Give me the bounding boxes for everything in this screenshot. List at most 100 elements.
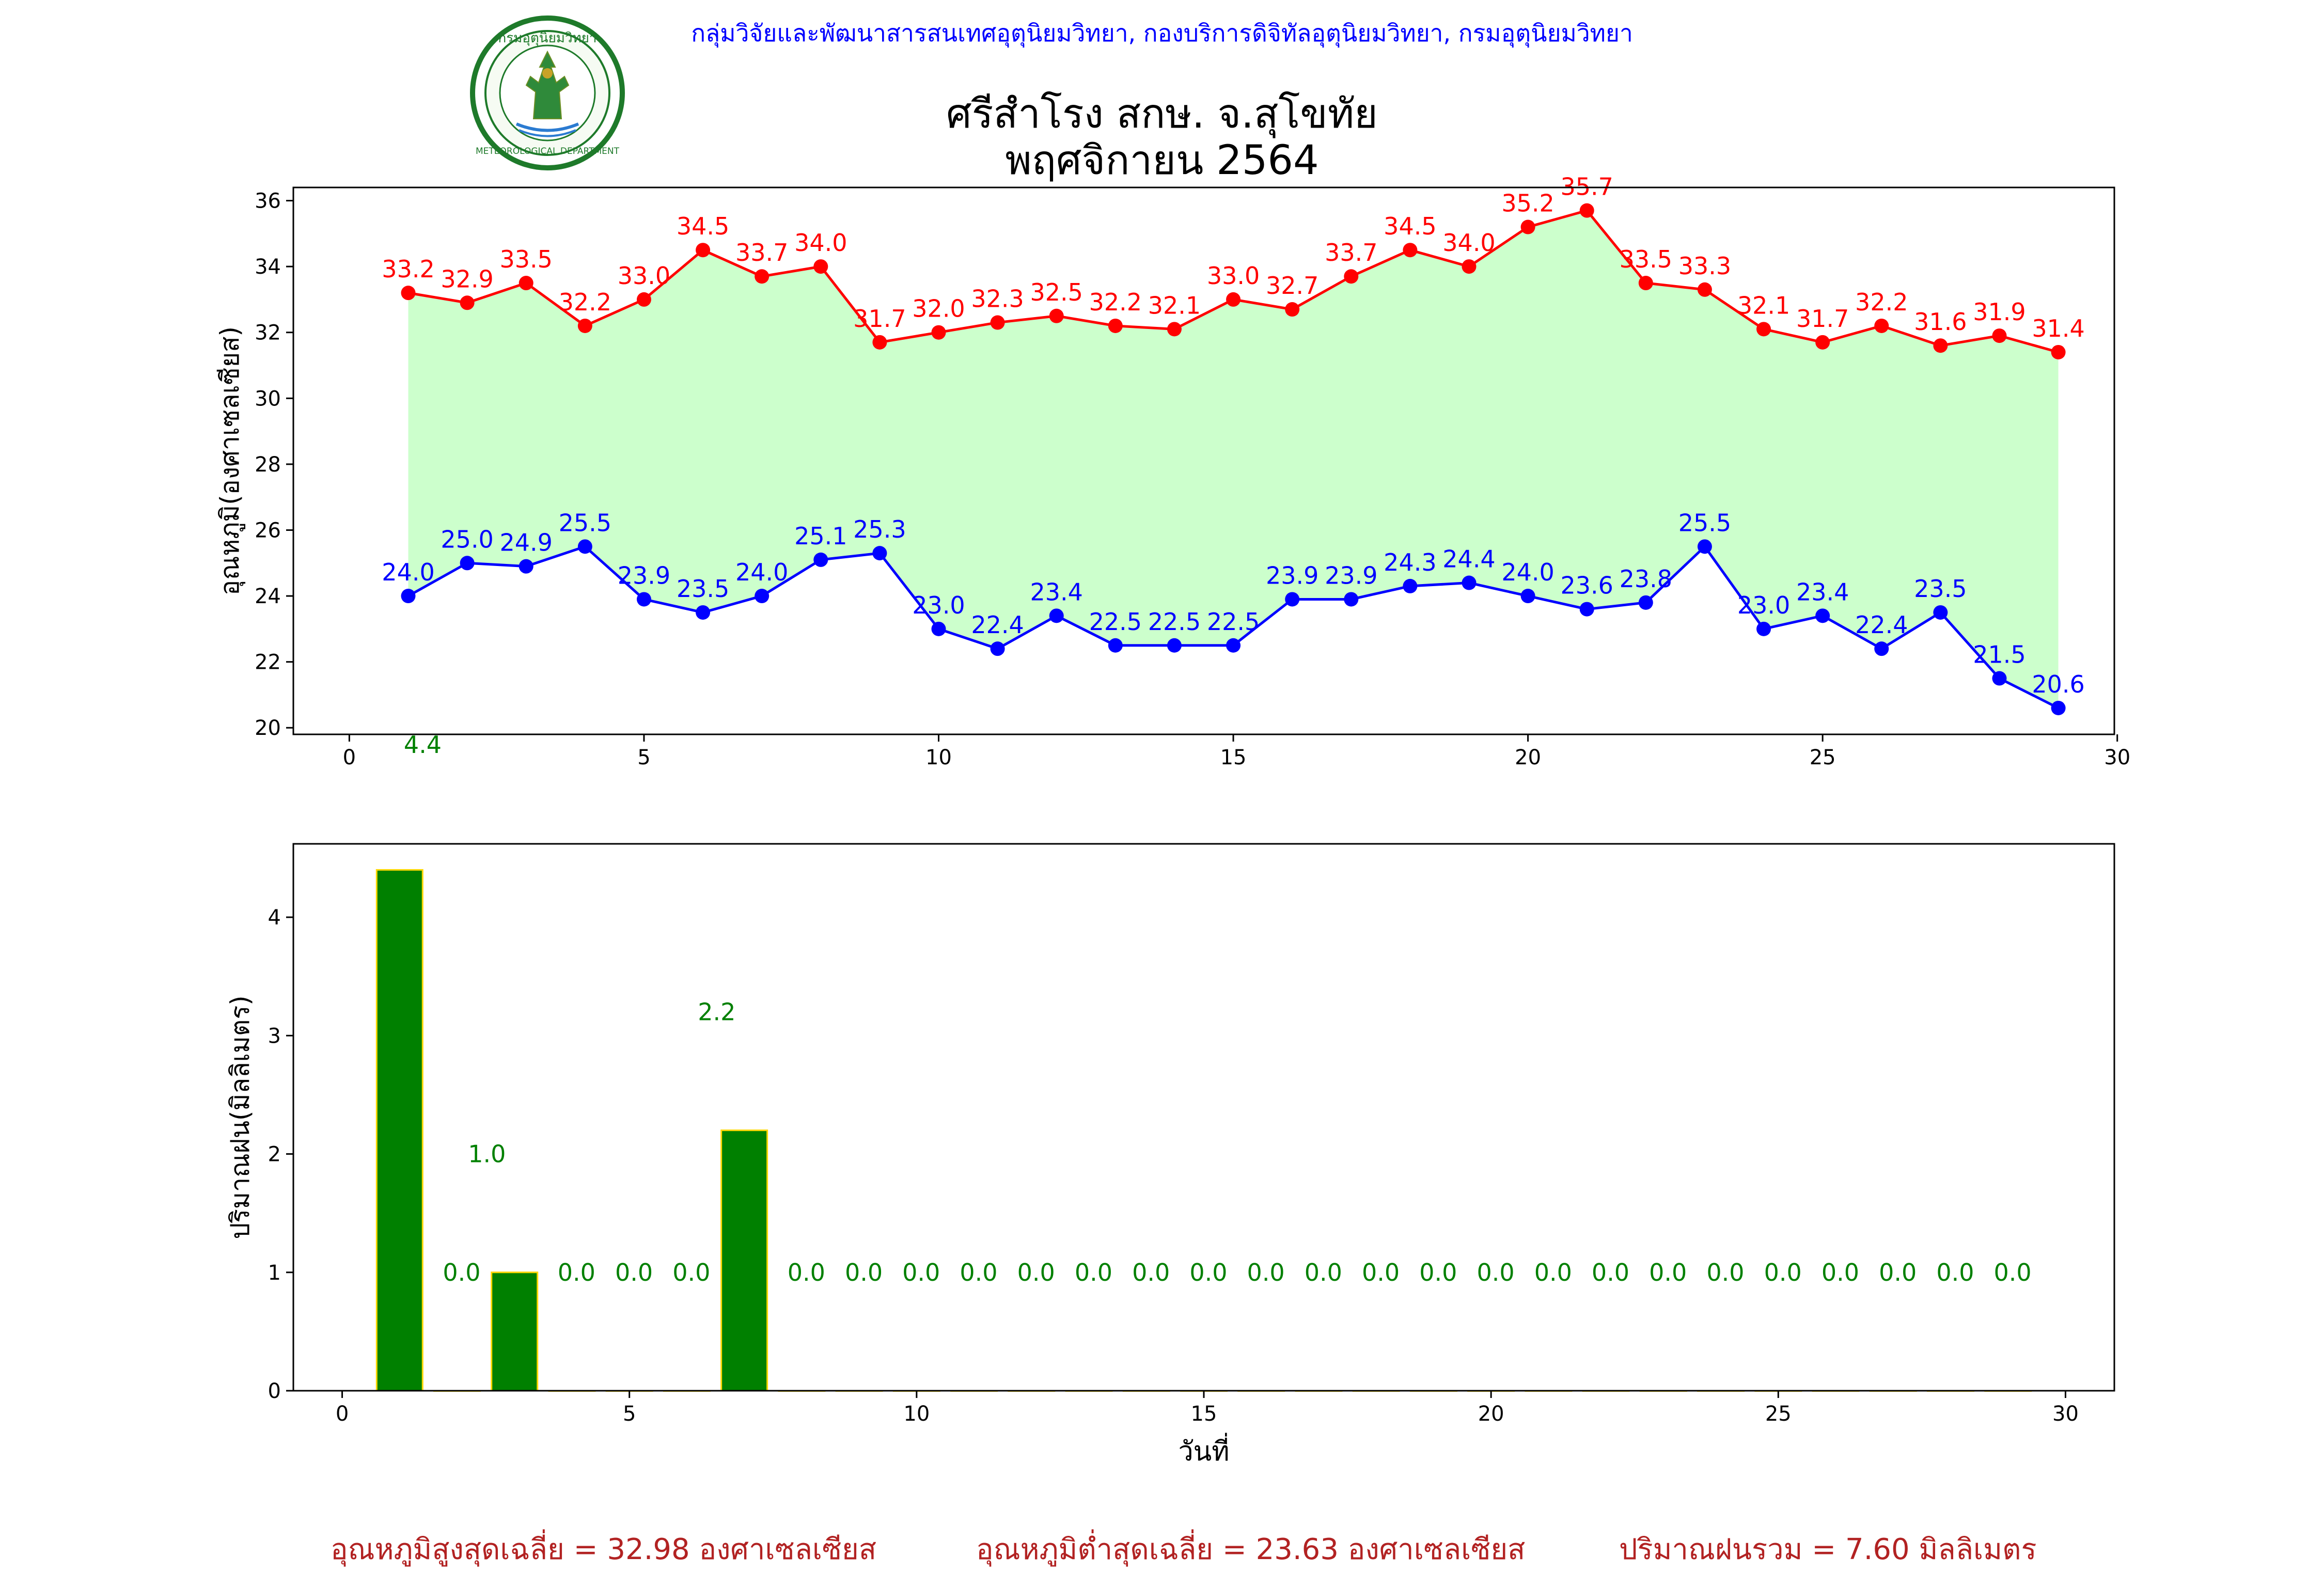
temp-y-tick-label: 36 (255, 190, 281, 213)
max-temp-label: 33.5 (1620, 245, 1672, 273)
temp-y-tick-label: 34 (255, 255, 281, 279)
temp-y-tick-label: 24 (255, 585, 281, 608)
min-temp-point (696, 605, 711, 620)
temp-y-tick-label: 26 (255, 518, 281, 542)
rain-label: 0.0 (558, 1259, 595, 1286)
max-temp-point (1462, 259, 1477, 274)
rain-label: 0.0 (960, 1259, 997, 1286)
max-temp-point (1815, 335, 1830, 350)
max-temp-point (1697, 282, 1712, 297)
min-temp-label: 24.9 (500, 529, 553, 557)
rain-bar (491, 1271, 539, 1392)
rain-label: 0.0 (1017, 1259, 1055, 1286)
max-temp-point (1579, 203, 1594, 218)
max-temp-label: 32.2 (559, 288, 611, 316)
min-temp-point (636, 592, 651, 607)
min-temp-point (1520, 589, 1535, 604)
max-temp-label: 34.5 (1384, 212, 1436, 240)
max-temp-label: 33.2 (382, 255, 434, 283)
rain-label: 0.0 (1132, 1259, 1170, 1286)
min-temp-point (1344, 592, 1359, 607)
min-temp-point (813, 552, 828, 567)
temperature-y-axis-label: อุณหภูมิ(องศาเซลเซียส) (215, 326, 245, 595)
min-temp-label: 23.5 (677, 575, 729, 603)
min-temp-point (519, 559, 533, 574)
max-temp-label: 32.1 (1737, 291, 1790, 319)
min-temp-point (1756, 621, 1771, 636)
rain-label: 1.0 (468, 1140, 506, 1168)
min-temp-label: 23.4 (1796, 578, 1849, 606)
rain-label: 0.0 (615, 1259, 653, 1286)
max-temp-label: 32.2 (1089, 288, 1142, 316)
min-temp-label: 21.5 (1973, 641, 2025, 669)
min-temp-point (1579, 602, 1594, 617)
min-temp-point (1108, 638, 1123, 653)
max-temp-label: 32.5 (1030, 278, 1083, 306)
max-temp-label: 32.7 (1266, 272, 1318, 300)
max-temp-point (1226, 292, 1241, 307)
max-temp-point (460, 295, 475, 310)
chart-title-station: ศรีสำโรง สกษ. จ.สุโขทัย (946, 91, 1378, 137)
rain-label: 0.0 (1936, 1259, 1974, 1286)
min-temp-label: 23.9 (1266, 561, 1318, 589)
min-temp-point (577, 539, 592, 554)
max-temp-point (1933, 338, 1948, 353)
min-temp-point (931, 621, 946, 636)
max-temp-label: 35.2 (1501, 190, 1554, 217)
max-temp-label: 31.4 (2032, 315, 2084, 342)
max-temp-label: 32.2 (1855, 288, 1908, 316)
rain-label: 0.0 (1362, 1259, 1400, 1286)
min-temp-point (1285, 592, 1300, 607)
min-temp-point (1226, 638, 1241, 653)
min-temp-point (2051, 700, 2066, 715)
rain-label: 0.0 (1477, 1259, 1514, 1286)
max-temp-label: 34.0 (1442, 229, 1495, 257)
rain-label: 0.0 (1189, 1259, 1227, 1286)
max-temp-point (872, 335, 887, 350)
rain-label: 0.0 (1649, 1259, 1687, 1286)
max-temp-label: 33.7 (735, 239, 788, 266)
max-temp-point (1992, 328, 2007, 343)
rain-label: 0.0 (1592, 1259, 1629, 1286)
rain-label: 0.0 (672, 1259, 710, 1286)
temp-y-tick-label: 30 (255, 387, 281, 411)
min-temp-point (1992, 671, 2007, 686)
min-temp-label: 23.9 (1325, 561, 1377, 589)
temp-x-tick-label: 5 (637, 746, 650, 769)
rain-label: 0.0 (1764, 1259, 1802, 1286)
min-temp-label: 25.1 (794, 522, 847, 550)
min-temp-point (460, 556, 475, 571)
max-temp-point (2051, 344, 2066, 359)
min-temp-label: 23.4 (1030, 578, 1083, 606)
min-temp-label: 23.6 (1561, 572, 1613, 600)
min-temp-label: 25.0 (441, 525, 493, 553)
rain-label: 0.0 (1075, 1259, 1112, 1286)
max-temp-point (696, 243, 711, 258)
max-temp-point (990, 315, 1005, 330)
min-temp-label: 22.5 (1148, 608, 1201, 636)
min-temp-label: 24.4 (1442, 545, 1495, 573)
max-temp-label: 31.7 (1796, 305, 1849, 333)
max-temp-point (577, 318, 592, 333)
min-temp-point (1815, 608, 1830, 623)
max-temp-point (1167, 322, 1182, 337)
meteorological-department-logo: กรมอุตุนิยมวิทยา METEOROLOGICAL DEPARTME… (470, 15, 625, 170)
min-temp-point (872, 546, 887, 561)
min-temp-label: 23.9 (618, 561, 670, 589)
min-temp-point (1697, 539, 1712, 554)
rain-x-tick-label: 10 (903, 1402, 930, 1426)
min-temp-label: 23.0 (1737, 591, 1790, 619)
max-temp-label: 34.5 (677, 212, 729, 240)
rain-x-tick-label: 20 (1478, 1402, 1504, 1426)
credit-line: กลุ่มวิจัยและพัฒนาสารสนเทศอุตุนิยมวิทยา,… (691, 19, 1633, 47)
temp-x-tick-label: 10 (925, 746, 952, 769)
min-temp-label: 23.8 (1620, 565, 1672, 593)
min-temp-point (755, 589, 770, 604)
min-temp-label: 22.5 (1207, 608, 1260, 636)
min-temp-label: 24.0 (1501, 558, 1554, 586)
temp-x-tick-label: 20 (1515, 746, 1541, 769)
max-temp-point (636, 292, 651, 307)
max-temp-label: 32.0 (912, 295, 965, 323)
rain-x-tick-label: 15 (1191, 1402, 1217, 1426)
